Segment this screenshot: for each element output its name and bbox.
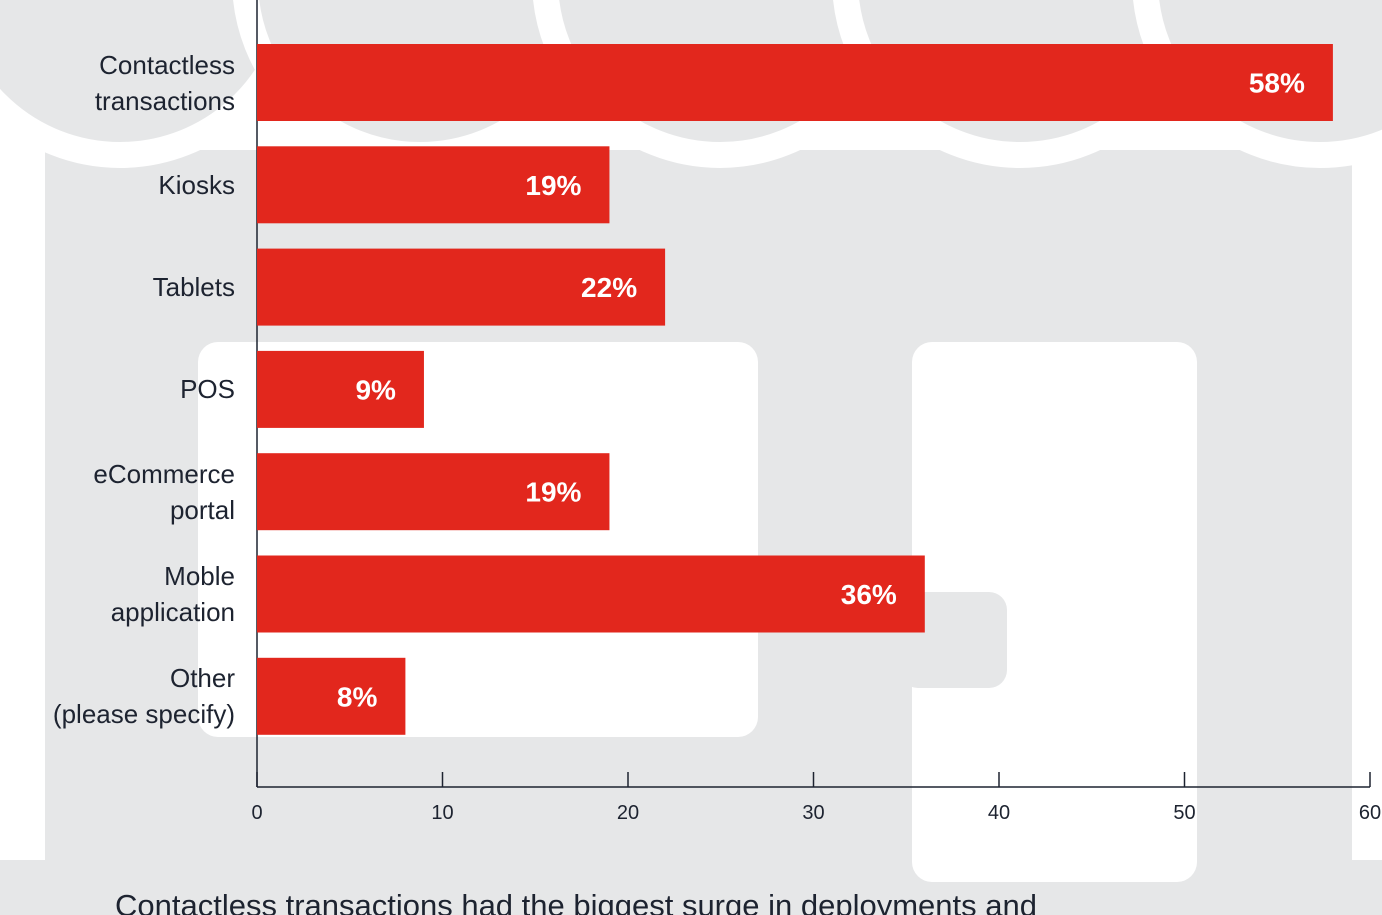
category-label: eCommerce portal <box>93 458 235 525</box>
value-label: 58% <box>1249 68 1305 99</box>
x-tick-label: 0 <box>251 802 262 824</box>
bar <box>257 248 666 326</box>
category-label: Contactless transactions <box>94 49 235 116</box>
x-tick-label: 40 <box>988 802 1010 824</box>
bar <box>257 44 1333 121</box>
x-tick-label: 60 <box>1359 802 1381 824</box>
value-label: 19% <box>525 170 581 201</box>
bar <box>257 555 925 633</box>
category-label: Kiosks <box>158 169 235 200</box>
value-label: 19% <box>525 477 581 508</box>
category-label: Moble application <box>110 561 235 627</box>
bar <box>257 146 610 224</box>
category-label: Other (please specify) <box>52 663 235 730</box>
value-label: 8% <box>337 681 378 712</box>
value-label: 22% <box>581 272 637 303</box>
bar <box>257 350 424 428</box>
x-tick-label: 20 <box>617 802 639 824</box>
category-label: POS <box>180 374 235 405</box>
bar <box>257 453 610 531</box>
value-label: 9% <box>355 374 396 405</box>
bar <box>257 657 406 735</box>
x-tick-label: 30 <box>802 802 824 824</box>
caption: Contactless transactions had the biggest… <box>115 888 1037 915</box>
value-label: 36% <box>841 579 897 610</box>
x-tick-label: 50 <box>1173 802 1195 824</box>
category-label: Tablets <box>152 272 235 303</box>
x-tick-label: 10 <box>431 802 453 824</box>
